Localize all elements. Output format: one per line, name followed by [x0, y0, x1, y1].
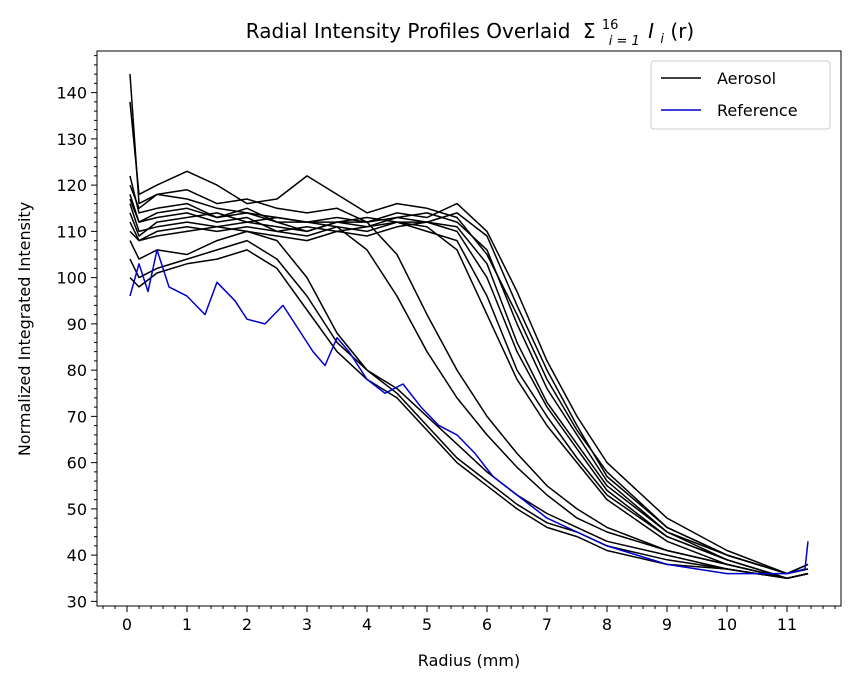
- x-tick-label: 7: [542, 615, 552, 634]
- y-tick-label: 90: [67, 315, 87, 334]
- chart-title-text: Radial Intensity Profiles Overlaid: [246, 19, 571, 43]
- series-line-aerosol-5: [129, 212, 809, 580]
- x-tick-label: 10: [717, 615, 737, 634]
- y-tick-label: 30: [67, 592, 87, 611]
- x-tick-label: 8: [602, 615, 612, 634]
- y-tick-label: 140: [56, 84, 87, 103]
- y-tick-label: 120: [56, 176, 87, 195]
- legend-label-reference: Reference: [717, 101, 798, 120]
- x-tick-label: 0: [122, 615, 132, 634]
- y-tick-label: 110: [56, 222, 87, 241]
- legend-label-aerosol: Aerosol: [717, 69, 776, 88]
- x-tick-label: 5: [422, 615, 432, 634]
- x-tick-label: 4: [362, 615, 372, 634]
- chart-title-sub: i = 1: [609, 34, 640, 49]
- y-tick-label: 50: [67, 500, 87, 519]
- x-tick-label: 1: [182, 615, 192, 634]
- series-line-aerosol-12: [129, 249, 809, 580]
- x-axis-label: Radius (mm): [418, 651, 520, 670]
- series-line-aerosol-10: [129, 230, 809, 580]
- axes: 0 1 2 3 4 5 6 7 8 9 10 11 30 40 50 60 70 80 90 100 110 120 130…: [56, 50, 842, 634]
- series-line-aerosol-8: [129, 184, 809, 580]
- y-tick-label: 130: [56, 130, 87, 149]
- x-tick-label: 3: [302, 615, 312, 634]
- series-line-aerosol-3: [129, 194, 809, 580]
- y-tick-label: 70: [67, 407, 87, 426]
- y-tick-label: 80: [67, 361, 87, 380]
- y-tick-label: 40: [67, 546, 87, 565]
- y-tick-label: 60: [67, 454, 87, 473]
- series-layer: [129, 74, 809, 580]
- series-line-aerosol-2: [129, 175, 809, 575]
- chart-title-arg: (r): [670, 19, 694, 43]
- x-tick-label: 2: [242, 615, 252, 634]
- chart-title-term: I: [648, 19, 654, 43]
- x-tick-label: 6: [482, 615, 492, 634]
- series-line-reference-13: [129, 249, 809, 575]
- x-tick-label: 9: [662, 615, 672, 634]
- legend: Aerosol Reference: [650, 60, 831, 130]
- series-line-aerosol-7: [129, 216, 809, 580]
- chart-title: Radial Intensity Profiles Overlaid Σ 16 …: [246, 10, 694, 50]
- chart-title-term-sub: i: [660, 32, 664, 47]
- y-tick-label: 100: [56, 269, 87, 288]
- chart-title-sup: 16: [602, 18, 619, 33]
- series-line-aerosol-11: [129, 239, 809, 580]
- y-axis-label: Normalized Integrated Intensity: [15, 202, 34, 456]
- series-line-aerosol-9: [129, 198, 809, 580]
- series-line-aerosol-0: [129, 101, 809, 575]
- plot-frame: [96, 50, 842, 607]
- x-tick-label: 11: [777, 615, 797, 634]
- chart-title-sigma: Σ: [583, 19, 596, 43]
